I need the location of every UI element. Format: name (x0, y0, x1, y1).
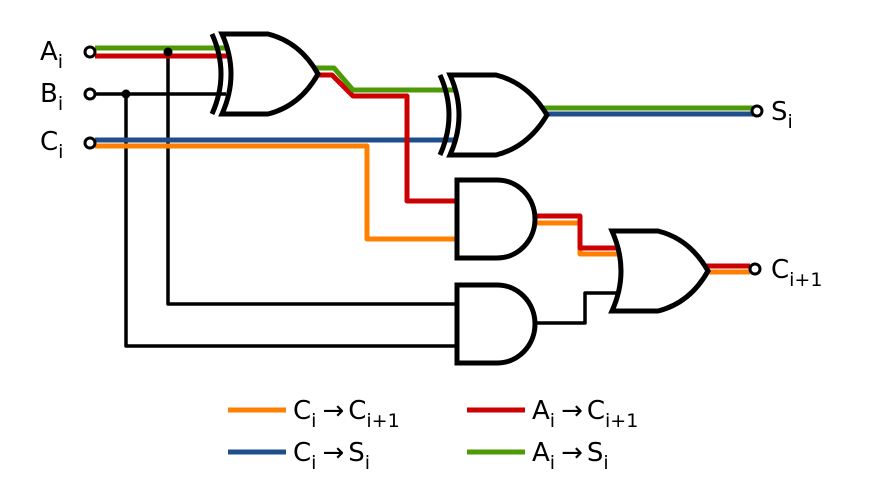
junction-a (163, 47, 173, 57)
wire-b-to-and2 (124, 94, 457, 348)
terminal-s (750, 104, 764, 118)
svg-text:Ci→Ci+1: Ci → Ci+1 (293, 396, 400, 432)
legend: Ci → Ci+1 Ai → Ci+1 Ci → Si Ai → Si (228, 396, 638, 474)
wire-a-to-and2 (166, 52, 457, 306)
svg-text:Ai→Si: Ai → Si (532, 438, 609, 474)
label-output-cout: Ci+1 (771, 255, 822, 291)
wire-and2-to-or (535, 291, 625, 325)
label-input-b: Bi (40, 79, 63, 115)
terminal-b (83, 87, 97, 101)
and-gate-2 (454, 282, 538, 366)
black-wires (95, 52, 625, 348)
input-terminals (83, 45, 97, 150)
legend-item-ci-to-si: Ci → Si (228, 438, 370, 474)
legend-item-ci-to-cout: Ci → Ci+1 (228, 396, 400, 432)
terminal-a (83, 45, 97, 59)
svg-text:Ai→Ci+1: Ai → Ci+1 (532, 396, 638, 432)
label-input-c: Ci (40, 127, 63, 163)
label-input-a: Ai (40, 37, 63, 73)
label-output-s: Si (771, 97, 793, 133)
output-terminals (748, 104, 764, 276)
path-ci-to-si (95, 111, 754, 143)
svg-text:Ci→Si: Ci → Si (293, 438, 370, 474)
or-gate-1 (608, 228, 711, 314)
terminal-c (83, 136, 97, 150)
xor-gate-2 (437, 72, 550, 158)
junction-b (121, 89, 131, 99)
junction-dots (121, 47, 173, 99)
legend-item-ai-to-si: Ai → Si (467, 438, 609, 474)
xor-gate-1 (209, 31, 321, 117)
terminal-cout (748, 262, 762, 276)
and-gate-1 (454, 177, 538, 261)
legend-item-ai-to-cout: Ai → Ci+1 (467, 396, 638, 432)
